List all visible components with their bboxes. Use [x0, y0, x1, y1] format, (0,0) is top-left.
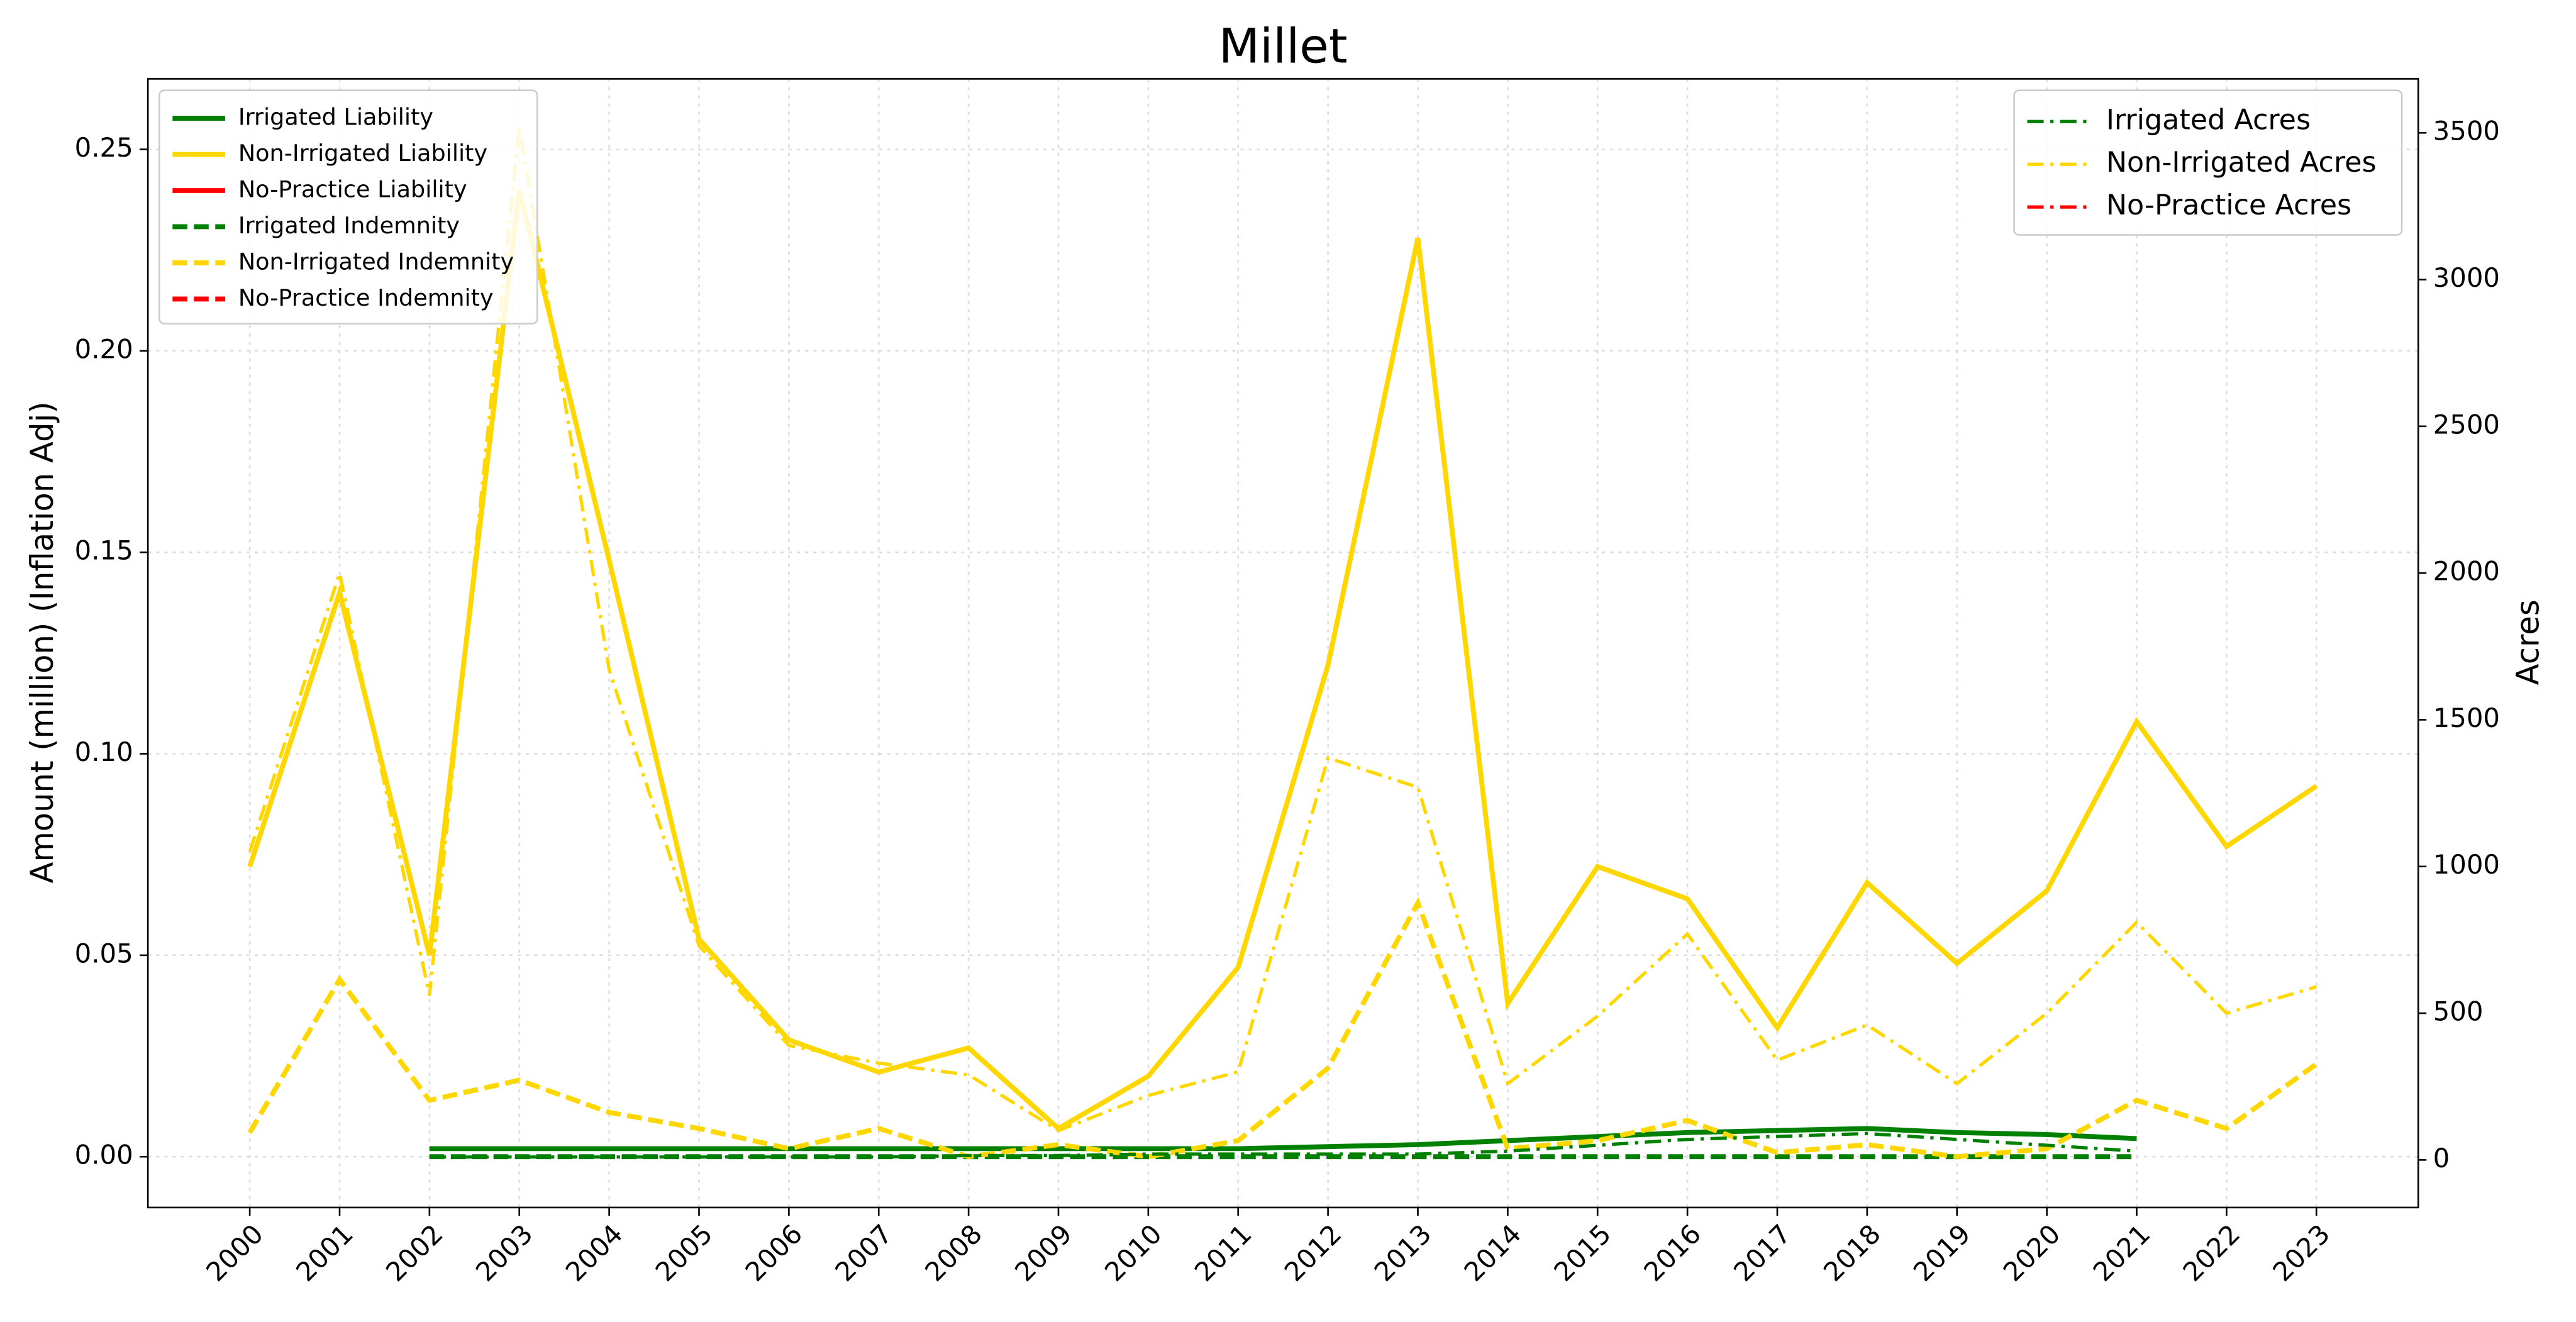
y-tick-label: 0.05 — [75, 938, 133, 969]
x-tick-label: 2010 — [1099, 1218, 1168, 1287]
x-tick-label: 2005 — [650, 1218, 719, 1287]
series-line — [247, 897, 2318, 1160]
legend-frame — [158, 89, 538, 325]
y2-tick-label: 500 — [2433, 996, 2484, 1027]
legend-label: Irrigated Indemnity — [238, 212, 460, 239]
legend-label: Non-Irrigated Liability — [238, 140, 487, 167]
x-tick-label: 2004 — [560, 1218, 629, 1287]
x-tick-label: 2022 — [2177, 1218, 2246, 1287]
x-tick-label: 2003 — [470, 1218, 539, 1287]
x-tick-label: 2015 — [1548, 1218, 1617, 1287]
y-tick-label: 0.15 — [75, 535, 133, 566]
legend-label: Irrigated Acres — [2106, 104, 2311, 136]
y-tick-label: 0.20 — [75, 333, 133, 364]
x-tick-label: 2001 — [290, 1218, 359, 1287]
y2-tick-label: 2500 — [2433, 409, 2500, 440]
x-tick-label: 2008 — [919, 1218, 988, 1287]
y-tick-label: 0.25 — [75, 132, 133, 163]
x-tick-label: 2009 — [1009, 1218, 1078, 1287]
series-line — [248, 126, 2317, 1133]
legend: Irrigated Acres Non-Irrigated Acres No-Pra… — [2013, 89, 2403, 236]
legend-label: Non-Irrigated Indemnity — [238, 248, 514, 275]
x-tick-label: 2000 — [200, 1218, 269, 1287]
x-tick-label: 2019 — [1907, 1218, 1977, 1287]
x-tick-label: 2002 — [380, 1218, 449, 1287]
x-tick-label: 2020 — [1997, 1218, 2067, 1287]
series-line — [429, 1131, 2137, 1159]
legend: Irrigated Liability Non-Irrigated Liabili… — [158, 89, 538, 325]
y2-tick-label: 2000 — [2433, 556, 2500, 587]
y2-axis-label: Acres — [2509, 599, 2546, 685]
x-tick-label: 2014 — [1458, 1218, 1527, 1287]
legend-label: No-Practice Liability — [238, 176, 467, 203]
legend-label: Non-Irrigated Acres — [2106, 147, 2377, 179]
x-tick-label: 2012 — [1279, 1218, 1348, 1287]
x-tick-label: 2007 — [829, 1218, 898, 1287]
legend-label: Irrigated Liability — [238, 104, 433, 131]
x-tick-label: 2013 — [1368, 1218, 1438, 1287]
x-tick-label: 2018 — [1818, 1218, 1887, 1287]
y-axis-label: Amount (million) (Inflation Adj) — [24, 401, 60, 883]
series-line — [429, 1126, 2137, 1152]
x-tick-label: 2016 — [1638, 1218, 1707, 1287]
y2-tick-label: 3500 — [2433, 116, 2500, 147]
plot-frame — [147, 78, 2419, 1209]
legend-label: No-Practice Indemnity — [238, 284, 494, 311]
series-line — [247, 189, 2318, 1132]
y-tick-label: 0.00 — [75, 1140, 133, 1170]
legend-frame — [2013, 89, 2403, 236]
x-tick-label: 2021 — [2087, 1218, 2156, 1287]
y2-tick-label: 3000 — [2433, 262, 2500, 293]
x-tick-label: 2017 — [1728, 1218, 1797, 1287]
y2-tick-label: 0 — [2433, 1143, 2450, 1174]
chart-title: Millet — [1219, 18, 1348, 74]
x-tick-label: 2006 — [739, 1218, 808, 1287]
x-tick-label: 2023 — [2267, 1218, 2336, 1287]
legend-label: No-Practice Acres — [2106, 189, 2351, 221]
y2-tick-label: 1000 — [2433, 849, 2500, 880]
x-tick-label: 2011 — [1189, 1218, 1258, 1287]
y2-tick-label: 1500 — [2433, 703, 2500, 733]
y-tick-label: 0.10 — [75, 736, 133, 767]
